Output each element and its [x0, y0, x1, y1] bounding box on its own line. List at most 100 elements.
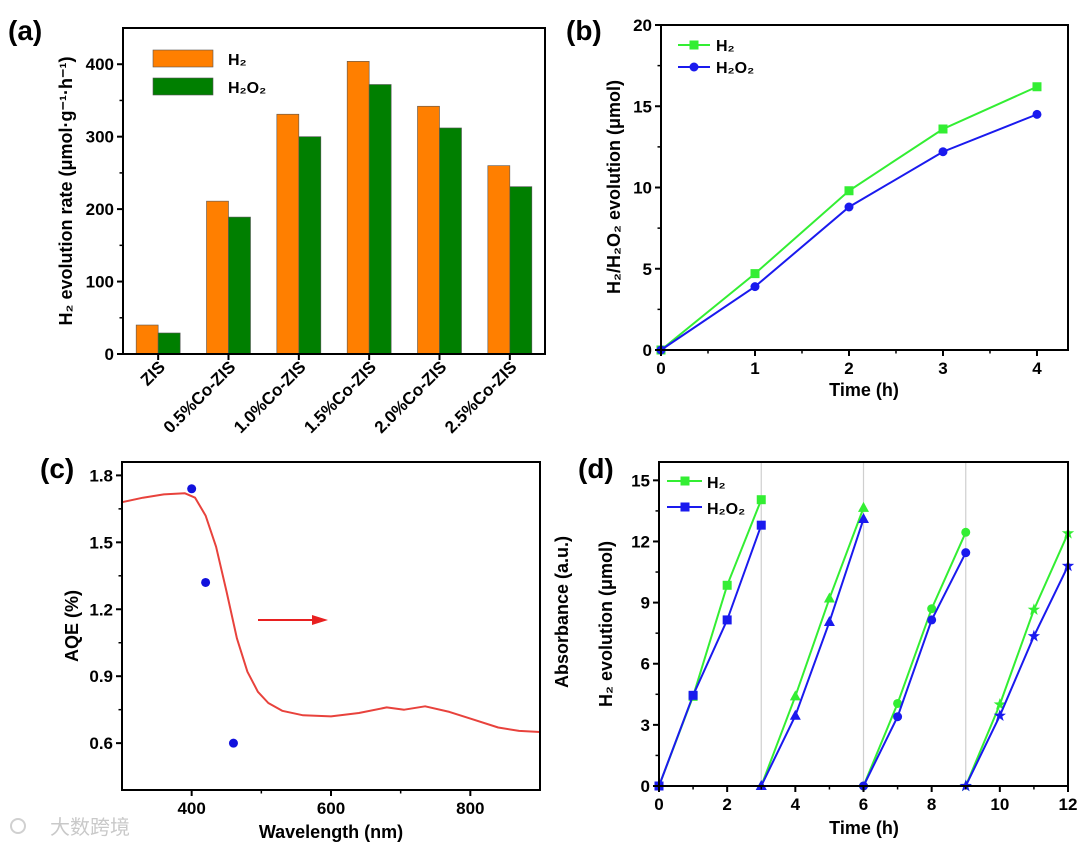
series-line-h2o2 [964, 565, 1069, 787]
panel-d-xtick-label: 12 [1059, 795, 1078, 814]
panel-c-ylabel: AQE (%) [62, 590, 82, 662]
panel-b-ytick-label: 0 [643, 341, 652, 360]
panel-a-ytick-label: 300 [86, 128, 114, 147]
legend-swatch-h2 [152, 49, 214, 68]
panel-d-xtick-label: 10 [990, 795, 1009, 814]
panel-c-ytick-label: 0.9 [89, 667, 113, 686]
legend-marker-h2o2 [689, 62, 699, 72]
panel-d-ytick-label: 15 [631, 471, 650, 490]
panel-d-ytick-label: 9 [641, 594, 650, 613]
legend-label-h2: H₂ [707, 475, 726, 492]
aqe-point [201, 577, 211, 587]
panel-b-ytick-label: 15 [633, 97, 652, 116]
series-line-h2o2 [760, 518, 865, 787]
absorbance-curve [121, 492, 541, 733]
panel-label-a: (a) [8, 15, 42, 46]
data-point-h2o2 [961, 548, 971, 558]
watermark: 大数跨境 [10, 815, 130, 839]
panel-a-axes-frame [122, 27, 546, 355]
data-point-h2o2 [1027, 629, 1041, 642]
panel-b-xtick-label: 0 [656, 359, 665, 378]
series-line-h2 [964, 532, 1069, 787]
panel-b-ytick-label: 10 [633, 179, 652, 198]
data-point-h2o2 [756, 520, 766, 530]
panel-d-xtick-label: 2 [722, 795, 731, 814]
panel-c-xtick-label: 600 [317, 799, 345, 818]
panel-d-ylabel: H₂ evolution (μmol) [596, 541, 616, 707]
bar-h2o2 [157, 332, 181, 355]
aqe-point [187, 484, 197, 494]
panel-d-ytick-label: 12 [631, 532, 650, 551]
panel-d-ytick-label: 0 [641, 777, 650, 796]
data-point-h2 [893, 698, 903, 708]
panel-label-c: (c) [40, 453, 74, 484]
arrow-head-icon [312, 615, 328, 625]
panel-b-xlabel: Time (h) [829, 380, 899, 400]
panel-d-ytick-label: 3 [641, 716, 650, 735]
data-point-h2 [823, 592, 835, 603]
bar-h2 [206, 200, 229, 355]
bar-h2o2 [509, 186, 533, 355]
panel-a-ytick-label: 400 [86, 55, 114, 74]
data-point-h2o2 [993, 709, 1006, 721]
data-point-h2o2 [1032, 109, 1042, 119]
watermark-text: 大数跨境 [50, 815, 130, 839]
panel-c-xlabel: Wavelength (nm) [259, 822, 403, 842]
legend-label-h2: H₂ [228, 52, 247, 69]
data-point-h2 [938, 124, 948, 134]
data-point-h2o2 [789, 709, 801, 720]
bar-h2 [276, 113, 300, 355]
panel-a-ytick-label: 200 [86, 200, 114, 219]
panel-c-axes-frame [121, 461, 541, 791]
panel-c-ytick-label: 1.8 [89, 466, 113, 485]
data-point-h2 [927, 604, 937, 614]
data-point-h2 [993, 698, 1006, 710]
panel-b-xtick-label: 3 [938, 359, 947, 378]
data-point-h2o2 [688, 690, 698, 700]
legend-label-h2: H₂ [716, 38, 735, 55]
legend-label-h2o2: H₂O₂ [707, 501, 745, 518]
panel-b-xtick-label: 2 [844, 359, 853, 378]
bar-h2 [417, 105, 440, 355]
data-point-h2o2 [938, 147, 948, 157]
data-point-h2o2 [844, 202, 854, 212]
data-point-h2 [844, 186, 854, 196]
legend-label-h2o2: H₂O₂ [716, 60, 754, 77]
panel-c-ytick-label: 0.6 [89, 734, 113, 753]
panel-b-xtick-label: 1 [750, 359, 759, 378]
panel-c-xtick-label: 800 [456, 799, 484, 818]
panel-a-ytick-label: 100 [86, 273, 114, 292]
data-point-h2 [750, 269, 760, 279]
series-line-h2o2 [658, 524, 763, 787]
panel-label-b: (b) [566, 15, 602, 46]
series-line-h2 [862, 531, 967, 787]
series-line-h2o2 [660, 113, 1038, 351]
panel-c-ytick-label: 1.2 [89, 600, 113, 619]
panel-a-ylabel: H₂ evolution rate (μmol·g⁻¹·h⁻¹) [56, 57, 76, 326]
data-point-h2 [756, 495, 766, 505]
panel-a-xtick-label: 1.0%Co-ZIS [230, 357, 310, 437]
data-point-h2 [961, 527, 971, 537]
panel-a-xtick-label: 1.5%Co-ZIS [300, 357, 380, 437]
bar-h2o2 [368, 84, 392, 355]
data-point-h2o2 [927, 615, 937, 625]
bar-h2o2 [228, 216, 251, 355]
panel-a-xtick-label: 2.5%Co-ZIS [441, 357, 521, 437]
data-point-h2o2 [722, 615, 732, 625]
bar-h2o2 [439, 127, 462, 355]
panel-b-ytick-label: 5 [643, 260, 652, 279]
bar-h2 [346, 61, 370, 355]
data-point-h2 [1027, 603, 1041, 615]
data-point-h2o2 [893, 712, 903, 722]
bar-h2 [135, 324, 159, 355]
data-point-h2 [1032, 82, 1042, 92]
panel-d-secondary-ylabel: Absorbance (a.u.) [552, 536, 572, 688]
series-line-h2 [760, 507, 865, 787]
data-point-h2 [722, 580, 732, 590]
panel-b-ytick-label: 20 [633, 16, 652, 35]
panel-a-xtick-label: 0.5%Co-ZIS [160, 357, 240, 437]
legend-marker-h2 [689, 40, 699, 50]
legend-marker-h2o2 [680, 502, 690, 512]
panel-a-xtick-label: 2.0%Co-ZIS [371, 357, 451, 437]
